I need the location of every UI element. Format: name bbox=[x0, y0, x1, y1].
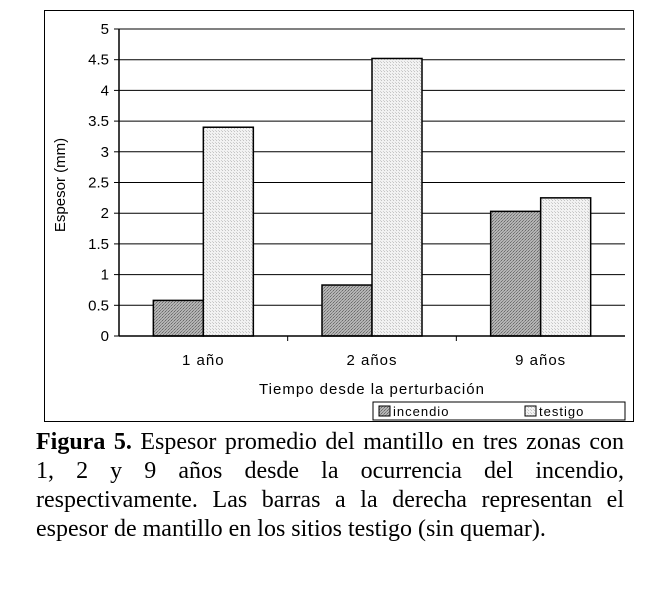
legend-box bbox=[372, 401, 626, 421]
x-axis-label: Tiempo desde la perturbación bbox=[259, 381, 485, 398]
y-tick-label: 3 bbox=[101, 144, 109, 161]
y-tick-label: 5 bbox=[101, 21, 109, 38]
x-tick-label: 1 año bbox=[182, 352, 225, 369]
bar-incendio-3 bbox=[489, 210, 542, 337]
chart-frame: 0 0.5 1 1.5 2 2.5 3 3.5 4 4.5 5 1 año 2 años 9 años E… bbox=[44, 10, 634, 422]
legend-swatch-testigo bbox=[524, 405, 537, 417]
bar-testigo-3 bbox=[539, 197, 592, 337]
caption-text: Espesor promedio del mantillo en tres zo… bbox=[36, 429, 624, 542]
y-tick-label: 2.5 bbox=[88, 175, 109, 192]
bar-chart: 0 0.5 1 1.5 2 2.5 3 3.5 4 4.5 5 1 año 2 años 9 años E… bbox=[52, 21, 626, 421]
legend-swatch-incendio bbox=[378, 405, 391, 417]
legend-label-testigo: testigo bbox=[539, 404, 584, 419]
bar-incendio-1 bbox=[152, 299, 205, 337]
y-tick-label: 4.5 bbox=[88, 52, 109, 69]
legend-label-incendio: incendio bbox=[393, 404, 449, 419]
legend: incendio testigo bbox=[372, 401, 626, 421]
y-tick-label: 0.5 bbox=[88, 297, 109, 314]
y-axis-label: Espesor (mm) bbox=[52, 138, 69, 232]
caption-label: Figura 5. bbox=[36, 429, 132, 455]
x-tick-label: 9 años bbox=[515, 352, 566, 369]
x-tick-label: 2 años bbox=[346, 352, 397, 369]
bar-testigo-1 bbox=[202, 126, 255, 337]
y-tick-label: 1.5 bbox=[88, 236, 109, 253]
bar-testigo-2 bbox=[371, 57, 423, 337]
y-tick-label: 1 bbox=[101, 267, 109, 284]
y-tick-label: 4 bbox=[101, 82, 109, 99]
y-tick-label: 0 bbox=[101, 328, 109, 345]
figure-caption: Figura 5. Espesor promedio del mantillo … bbox=[36, 428, 624, 544]
bar-incendio-2 bbox=[321, 284, 373, 337]
y-tick-label: 2 bbox=[101, 205, 109, 222]
y-tick-label: 3.5 bbox=[88, 113, 109, 130]
